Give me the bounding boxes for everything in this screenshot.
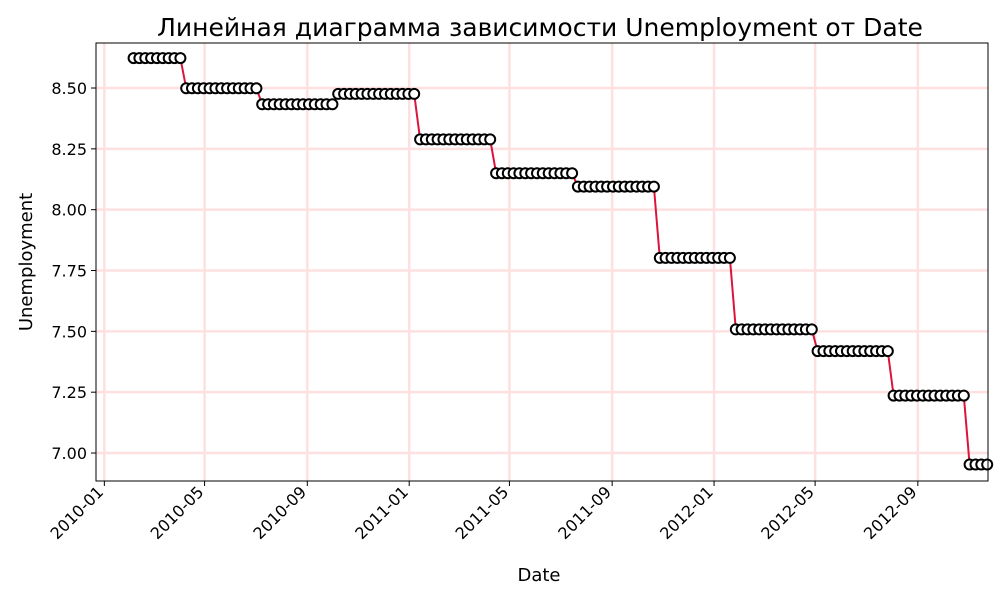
data-point <box>408 87 421 100</box>
data-point <box>881 345 894 358</box>
y-axis-label: Unemployment <box>16 193 37 331</box>
x-axis-label: Date <box>517 565 560 586</box>
y-tick-label: 7.25 <box>51 383 87 402</box>
y-tick-label: 8.25 <box>51 140 87 159</box>
y-tick-label: 7.75 <box>51 262 87 281</box>
y-tick-label: 8.50 <box>51 79 87 98</box>
x-tick-label: 2012-05 <box>757 482 818 543</box>
x-tick-label: 2010-09 <box>249 482 310 543</box>
series-line <box>133 57 988 466</box>
x-tick-label: 2012-09 <box>860 482 921 543</box>
data-point <box>805 323 818 336</box>
data-point <box>326 98 339 111</box>
data-point <box>250 82 263 95</box>
data-point <box>174 52 187 65</box>
x-tick-label: 2010-01 <box>46 482 107 543</box>
series <box>127 52 994 471</box>
x-tick-label: 2011-09 <box>554 482 615 543</box>
data-point <box>723 251 736 264</box>
x-tick-label: 2011-01 <box>351 482 412 543</box>
y-tick-label: 8.00 <box>51 201 87 220</box>
grid <box>96 43 988 481</box>
data-point <box>484 133 497 146</box>
x-axis: 2010-01 2010-05 2010-09 2011-01 2011-05 2011-… <box>46 481 921 543</box>
plot-frame <box>95 42 989 482</box>
data-point <box>647 180 660 193</box>
y-axis: 7.00 7.25 7.50 7.75 8.00 8.25 8.50 <box>51 79 96 463</box>
data-point <box>981 458 994 471</box>
x-tick-label: 2012-01 <box>656 482 717 543</box>
data-point <box>566 167 579 180</box>
x-tick-label: 2011-05 <box>452 482 513 543</box>
chart-title: Линейная диаграмма зависимости Unemploym… <box>157 13 923 42</box>
y-tick-label: 7.00 <box>51 444 87 463</box>
x-tick-label: 2010-05 <box>147 482 208 543</box>
y-tick-label: 7.50 <box>51 322 87 341</box>
data-point <box>957 389 970 402</box>
